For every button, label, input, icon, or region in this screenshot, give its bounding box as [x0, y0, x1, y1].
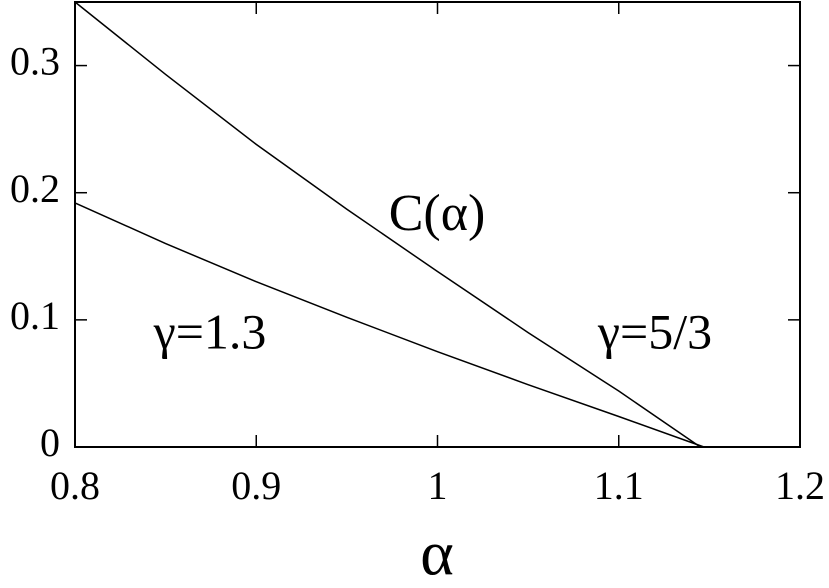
- series-label: γ=1.3: [153, 303, 267, 359]
- y-tick-label: 0.2: [10, 166, 60, 211]
- x-axis-label: α: [420, 518, 454, 588]
- x-tick-label: 1: [428, 463, 448, 508]
- y-tick-label: 0.1: [10, 293, 60, 338]
- x-tick-label: 1.2: [775, 463, 825, 508]
- series-line: [74, 1, 701, 448]
- series-line: [74, 202, 705, 448]
- x-tick-label: 1.1: [594, 463, 644, 508]
- annotation: C(α): [389, 185, 486, 242]
- x-tick-label: 0.8: [50, 463, 100, 508]
- series-label: γ=5/3: [597, 303, 712, 359]
- y-tick-label: 0.3: [10, 39, 60, 84]
- x-tick-label: 0.9: [231, 463, 281, 508]
- y-tick-label: 0: [40, 420, 60, 465]
